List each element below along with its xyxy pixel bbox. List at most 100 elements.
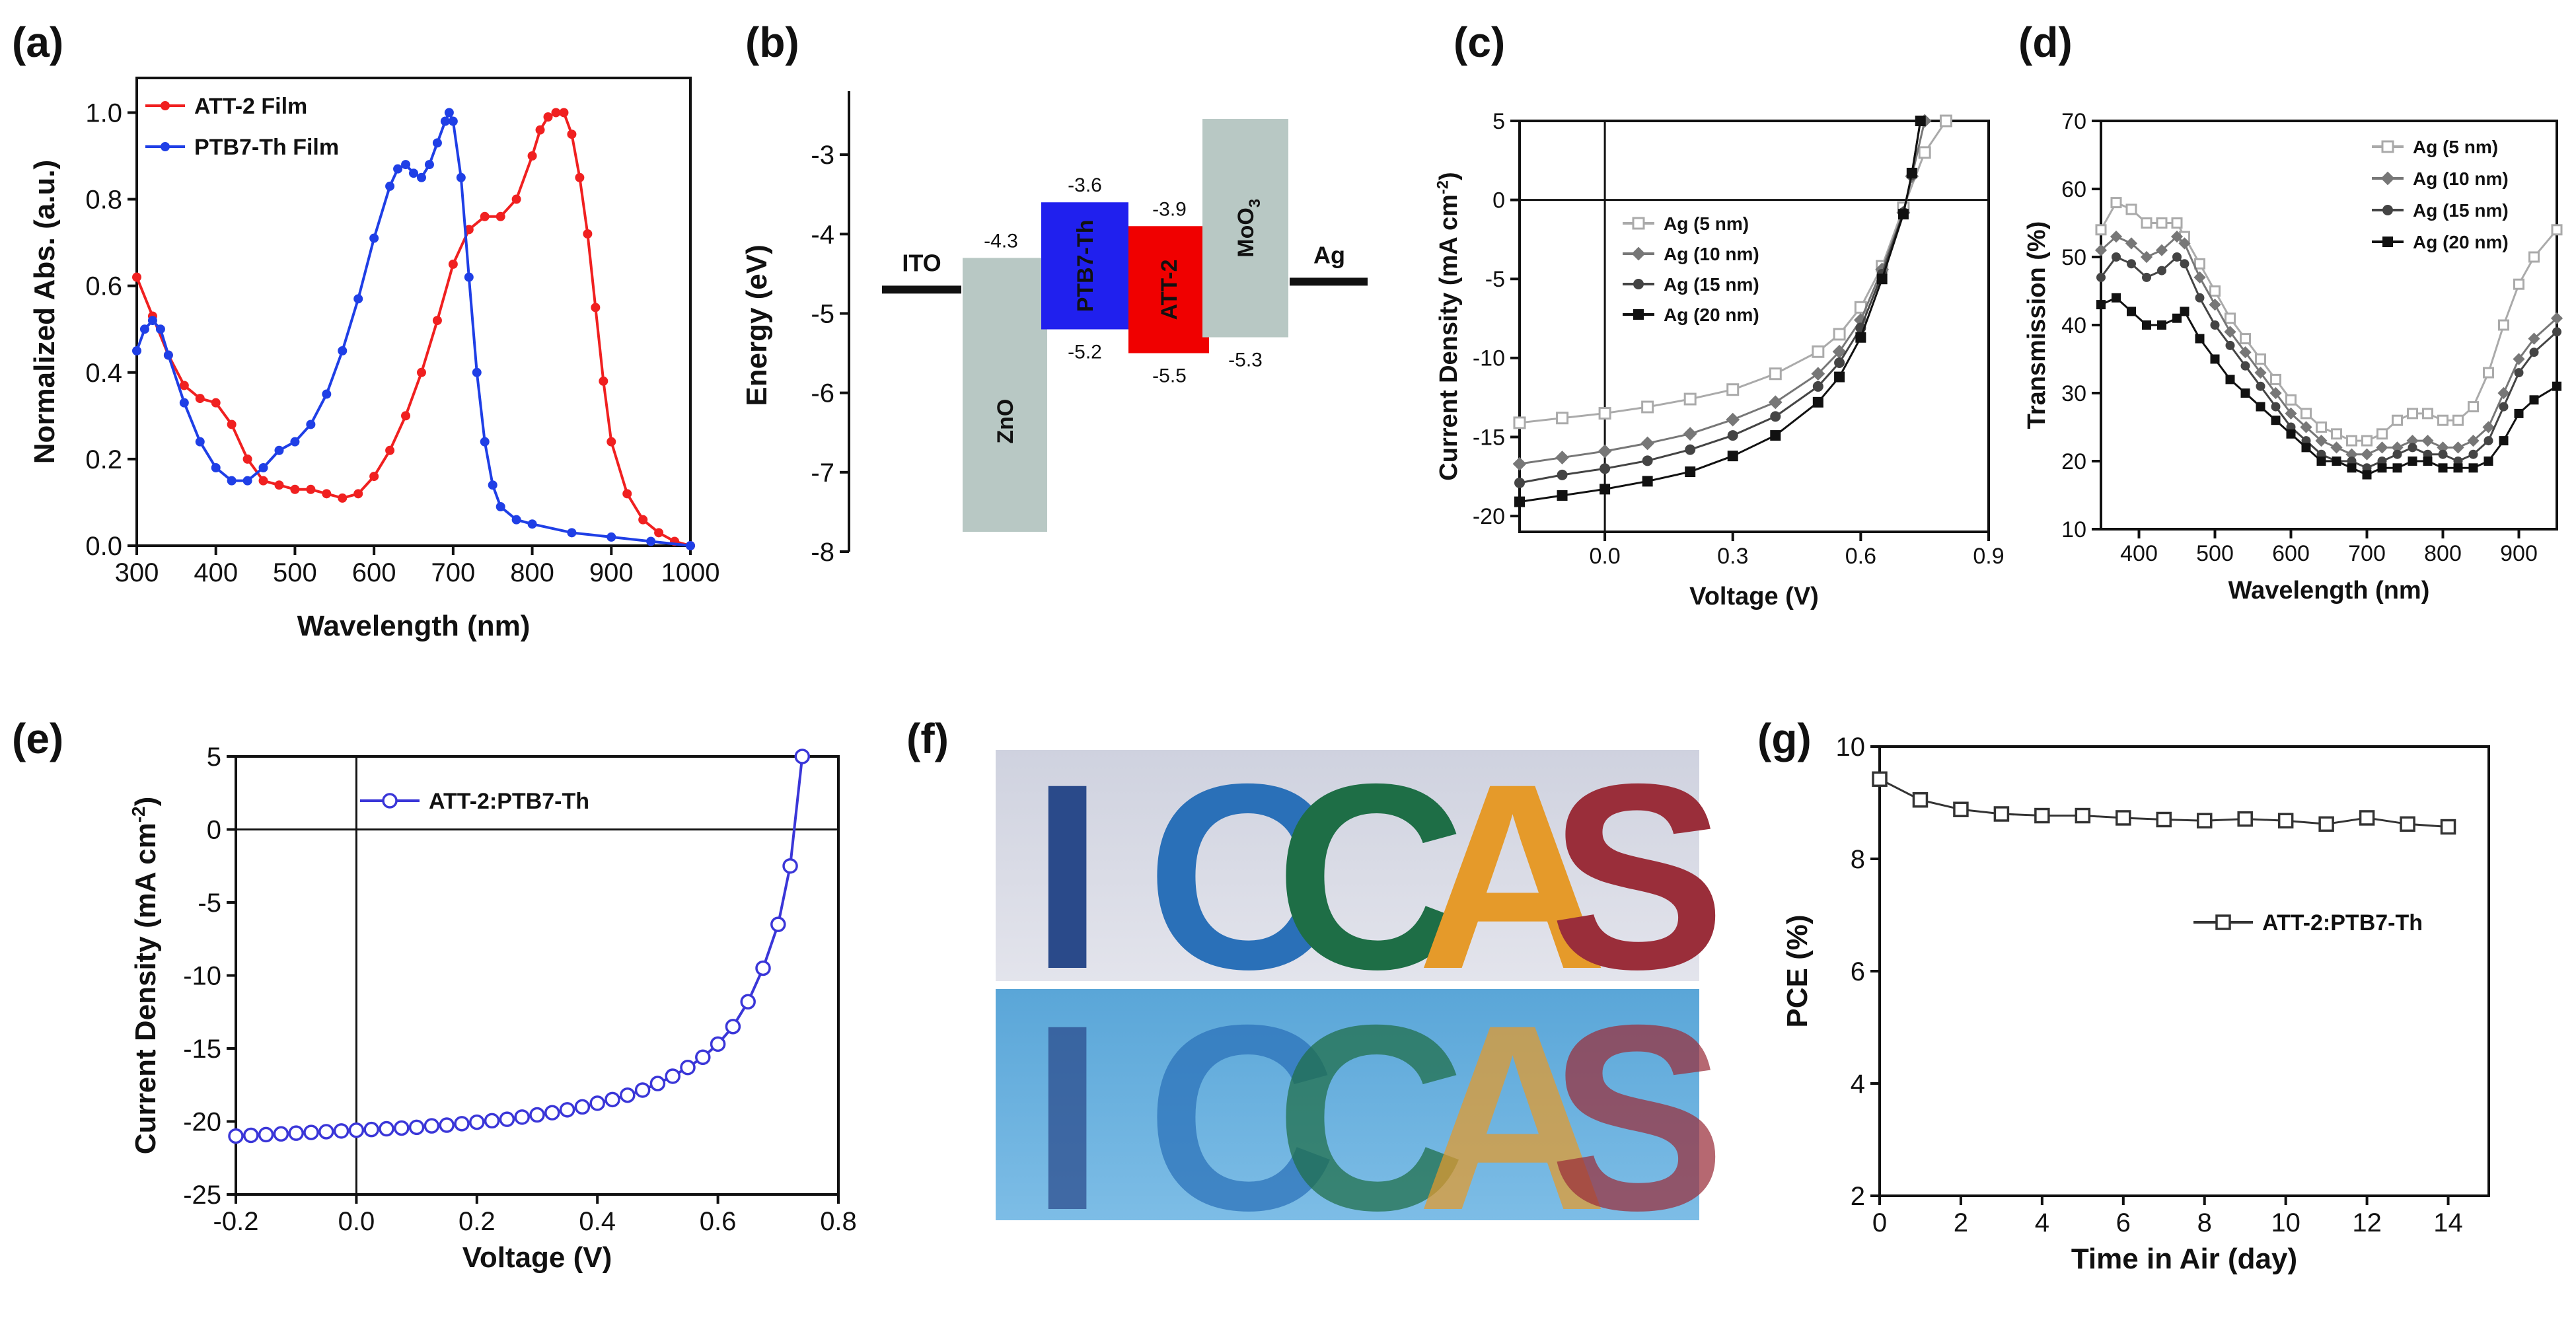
data-point (480, 211, 490, 221)
data-point (401, 160, 411, 170)
data-point (2157, 266, 2166, 275)
data-point (2075, 807, 2091, 824)
data-point (2239, 346, 2252, 359)
data-point (456, 172, 466, 182)
data-point (242, 476, 252, 486)
y-tick-label: -5 (198, 889, 221, 918)
legend-label: ATT-2:PTB7-Th (429, 789, 589, 814)
data-point (782, 858, 798, 874)
data-point (1557, 469, 1568, 480)
data-point (607, 532, 616, 542)
data-point (2529, 348, 2539, 357)
legend-marker (2382, 205, 2393, 215)
y-tick-label: 8 (1851, 845, 1865, 874)
data-point (484, 1113, 500, 1129)
data-point (2194, 258, 2205, 270)
ag-label: Ag (1313, 241, 1345, 268)
data-point (496, 502, 505, 511)
data-point (2468, 449, 2478, 459)
data-point (423, 1118, 440, 1134)
data-point (2438, 463, 2448, 473)
data-point (444, 108, 454, 118)
data-point (2285, 394, 2297, 406)
data-point (258, 1126, 274, 1143)
data-point (1727, 451, 1738, 462)
data-point (1642, 455, 1653, 466)
data-point (2116, 810, 2131, 826)
data-point (306, 420, 316, 429)
data-point (794, 749, 811, 764)
data-point (393, 164, 403, 174)
data-point (1641, 400, 1654, 414)
data-point (2156, 811, 2172, 828)
data-point (2240, 333, 2251, 345)
legend-marker (382, 793, 398, 809)
data-point (607, 437, 616, 447)
band-label: ATT-2 (1157, 259, 1182, 320)
data-point (322, 389, 332, 399)
data-point (1770, 411, 1781, 422)
data-point (2316, 422, 2327, 433)
data-point (2550, 312, 2563, 324)
data-point (258, 476, 268, 486)
data-point (725, 1019, 741, 1035)
y-tick-label: -15 (183, 1035, 221, 1064)
legend-marker (2382, 237, 2393, 247)
x-tick-label: 700 (431, 558, 475, 587)
data-point (2345, 448, 2358, 460)
data-point (2225, 312, 2236, 324)
data-point (2156, 217, 2168, 229)
legend-label: Ag (5 nm) (1664, 213, 1749, 234)
data-point (2110, 231, 2123, 243)
data-point (2468, 463, 2478, 473)
data-point (583, 229, 593, 238)
data-point (574, 1099, 591, 1115)
data-point (740, 994, 756, 1010)
data-point (1600, 463, 1611, 474)
data-point (2438, 449, 2448, 459)
data-point (1598, 444, 1612, 458)
x-tick-label: 600 (352, 558, 396, 587)
x-tick-label: 0.0 (338, 1207, 375, 1236)
y-tick-label: -4 (811, 220, 834, 249)
data-point (2127, 307, 2136, 316)
y-axis-label-superscript: -2 (1434, 180, 1452, 194)
data-point (448, 259, 458, 269)
data-point (1683, 427, 1697, 441)
data-point (2300, 421, 2312, 433)
series-ag-20-nm- (1514, 116, 1926, 507)
photo-top-letter: C (1275, 729, 1466, 1024)
data-point (469, 1114, 485, 1130)
x-tick-label: 800 (2424, 541, 2462, 566)
y-axis-label: Energy (eV) (741, 244, 773, 406)
data-point (1939, 114, 1952, 128)
band-label: ZnO (993, 399, 1018, 444)
legend-label: ATT-2 Film (194, 94, 307, 119)
data-point (1726, 383, 1740, 396)
y-axis-label-end: ) (129, 797, 162, 807)
data-point (1833, 328, 1846, 341)
photo-top-letter: A (1417, 729, 1608, 1024)
x-tick-label: 900 (589, 558, 634, 587)
plot-frame (1878, 745, 2490, 1197)
data-point (2437, 414, 2448, 426)
data-point (2482, 421, 2495, 433)
data-point (1769, 367, 1782, 381)
data-point (1915, 116, 1926, 126)
data-point (2209, 285, 2221, 297)
data-point (454, 1116, 470, 1132)
data-point (2392, 463, 2402, 473)
y-tick-label: 5 (207, 743, 221, 772)
data-point (2240, 361, 2250, 371)
panel-label-f: (f) (906, 715, 949, 762)
y-tick-label: 6 (1851, 957, 1865, 986)
data-point (290, 437, 300, 447)
data-point (2453, 463, 2463, 473)
data-point (369, 472, 379, 482)
data-point (649, 1076, 666, 1091)
photo-top-letter: S (1549, 729, 1726, 1024)
data-point (480, 437, 490, 447)
data-point (2140, 250, 2153, 264)
legend-marker (161, 101, 170, 110)
data-point (1832, 344, 1847, 359)
